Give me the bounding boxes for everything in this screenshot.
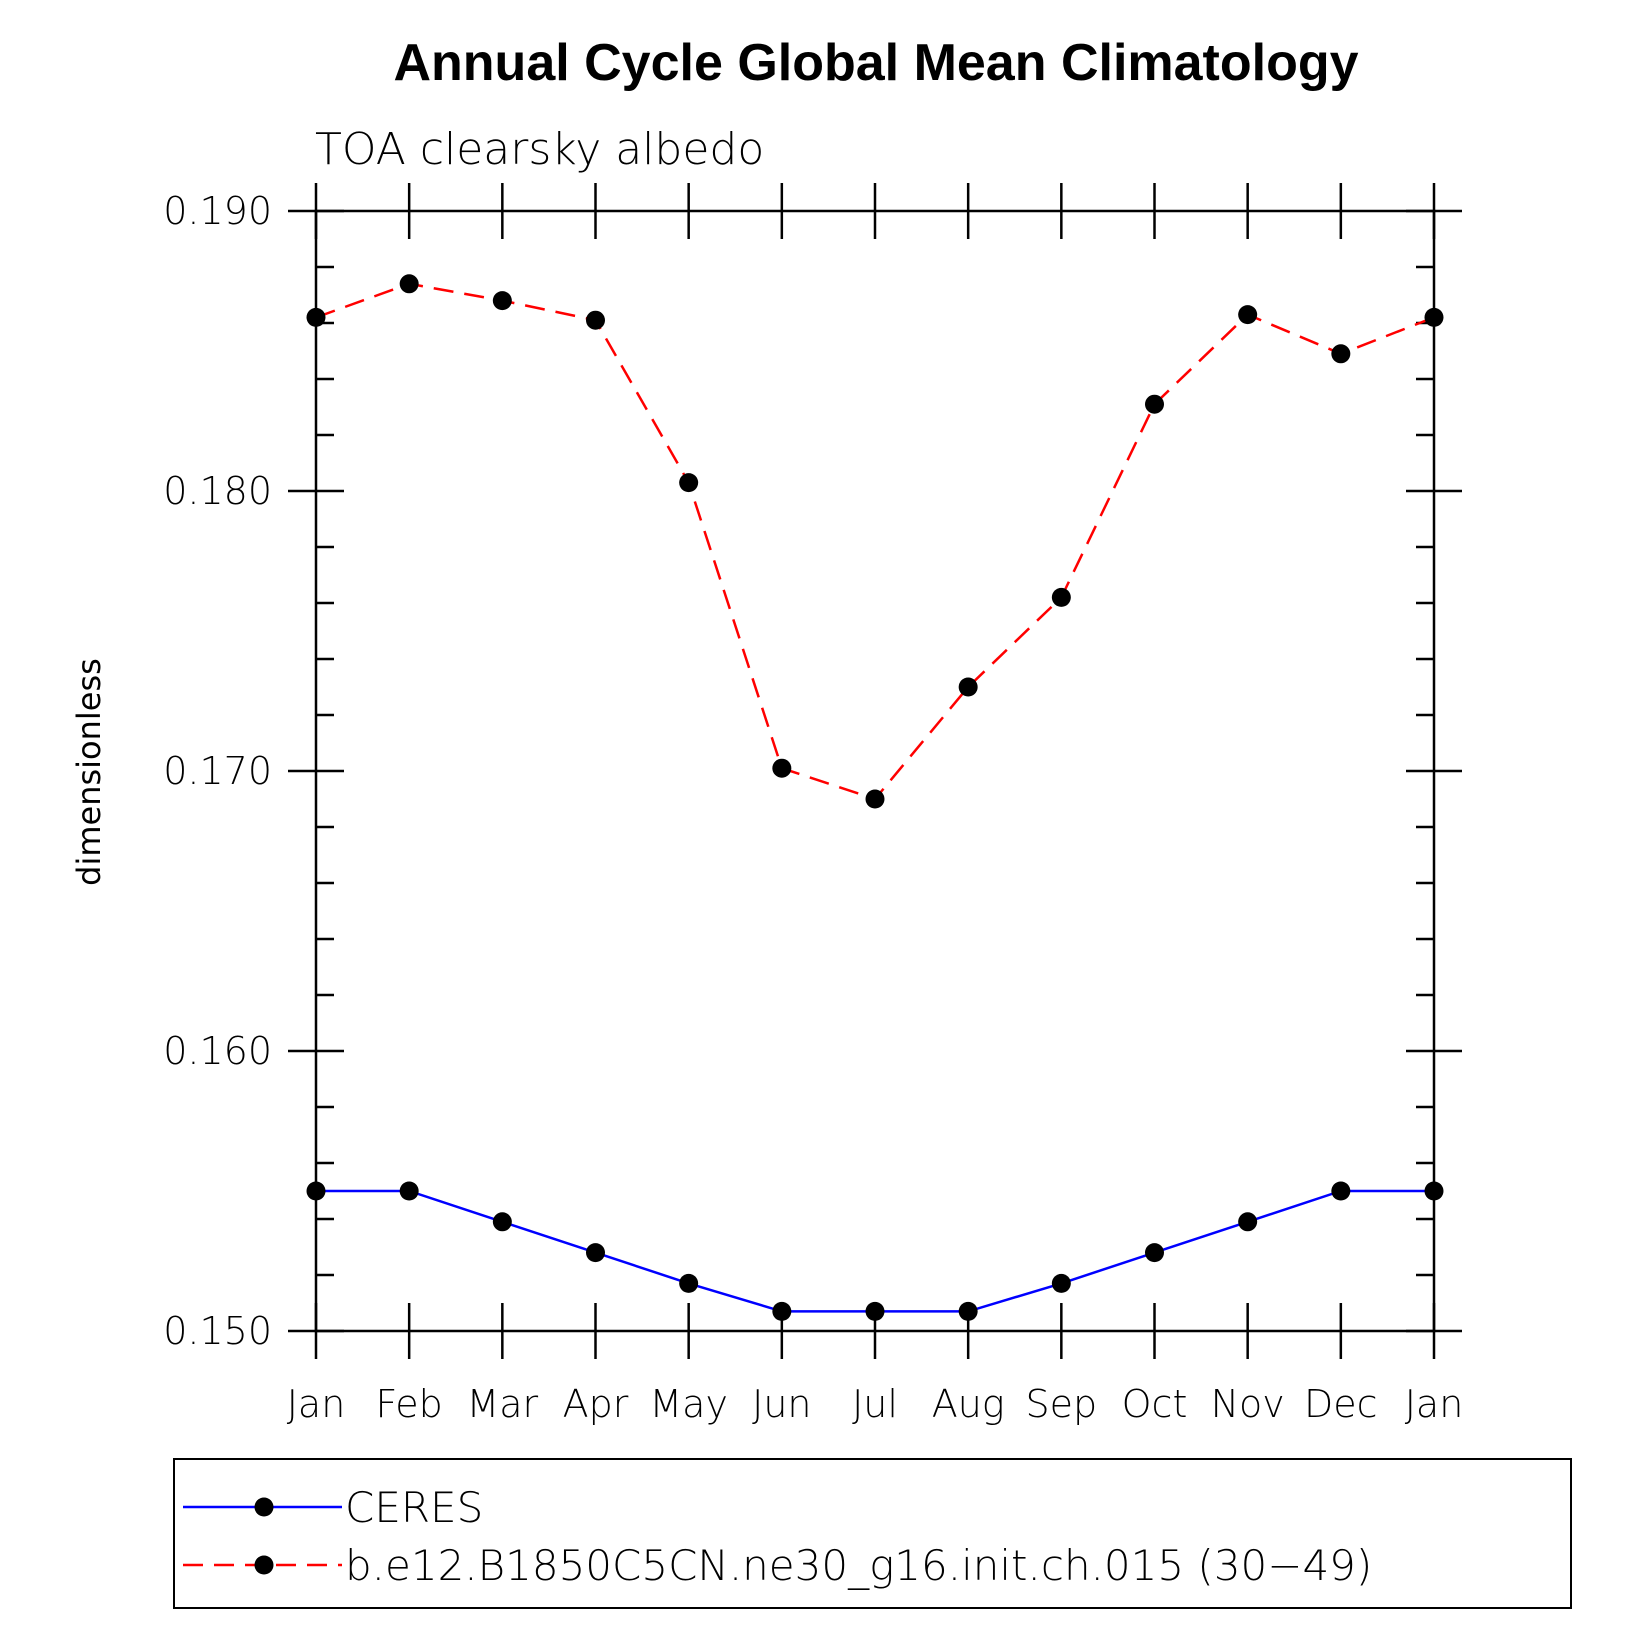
legend-label-0: CERES (345, 1483, 483, 1532)
data-point (586, 310, 605, 330)
data-point (399, 274, 419, 294)
data-point (772, 758, 792, 778)
data-point (1238, 305, 1258, 325)
data-point (586, 1243, 605, 1263)
data-point (679, 1273, 699, 1293)
x-tick-label: Dec (1304, 1382, 1378, 1426)
data-point (1051, 587, 1071, 607)
series-line-1 (315, 282, 1435, 801)
series-layer (306, 274, 1444, 1321)
series-1 (306, 274, 1444, 809)
x-tick-label: Mar (466, 1382, 538, 1426)
plot-frame (314, 209, 1436, 1333)
data-point (1331, 1181, 1351, 1201)
y-axis-label: dimensionless (70, 658, 108, 886)
x-tick-label: Jun (752, 1382, 811, 1426)
data-point (772, 1301, 792, 1321)
data-point (1238, 1212, 1258, 1232)
chart-subtitle: TOA clearsky albedo (315, 124, 764, 175)
data-point (1145, 1243, 1164, 1263)
data-point (306, 307, 326, 327)
plot-axes: 0.150 0.160 0.170 0.180 0.190 Jan Feb Mar Apr May… (163, 183, 1463, 1426)
x-tick-label: Aug (932, 1382, 1005, 1426)
series-0 (306, 1181, 1444, 1321)
x-tick-label: Oct (1122, 1382, 1188, 1426)
data-point (492, 1212, 512, 1232)
legend-entries: CERES b.e12.B1850C5CN.ne30_g16.init.ch.01… (183, 1483, 1372, 1590)
data-point (1331, 344, 1351, 364)
data-point (679, 473, 699, 493)
x-tick-label: Sep (1026, 1382, 1098, 1426)
data-point (399, 1181, 419, 1201)
y-tick-label: 0.190 (163, 189, 272, 233)
data-point (1051, 1273, 1071, 1293)
x-tick-label: Nov (1211, 1382, 1285, 1426)
y-tick-label: 0.150 (163, 1309, 272, 1353)
legend-marker-0 (254, 1497, 274, 1517)
y-tick-label: 0.180 (163, 469, 272, 513)
x-tick-label: May (649, 1382, 728, 1426)
legend-marker-1 (254, 1555, 274, 1575)
x-tick-label: Jul (852, 1382, 898, 1426)
legend: CERES b.e12.B1850C5CN.ne30_g16.init.ch.01… (173, 1458, 1572, 1609)
data-point (958, 677, 978, 697)
y-tick-label: 0.160 (163, 1029, 272, 1073)
x-tick-label: Jan (287, 1382, 346, 1426)
data-point (306, 1181, 326, 1201)
data-point (865, 789, 885, 809)
data-point (958, 1301, 978, 1321)
chart-title: Annual Cycle Global Mean Climatology (393, 34, 1358, 92)
data-point (865, 1301, 885, 1321)
x-tick-label: Jan (1405, 1382, 1464, 1426)
legend-box (173, 1458, 1572, 1609)
x-tick-label: Feb (376, 1382, 443, 1426)
data-point (1145, 394, 1164, 414)
x-tick-label: Apr (563, 1382, 629, 1426)
data-point (1424, 1181, 1444, 1201)
data-point (492, 291, 512, 311)
legend-label-1: b.e12.B1850C5CN.ne30_g16.init.ch.015 (30… (345, 1541, 1372, 1590)
y-tick-label: 0.170 (163, 749, 272, 793)
series-line-0 (316, 1189, 1434, 1313)
data-point (1424, 307, 1444, 327)
